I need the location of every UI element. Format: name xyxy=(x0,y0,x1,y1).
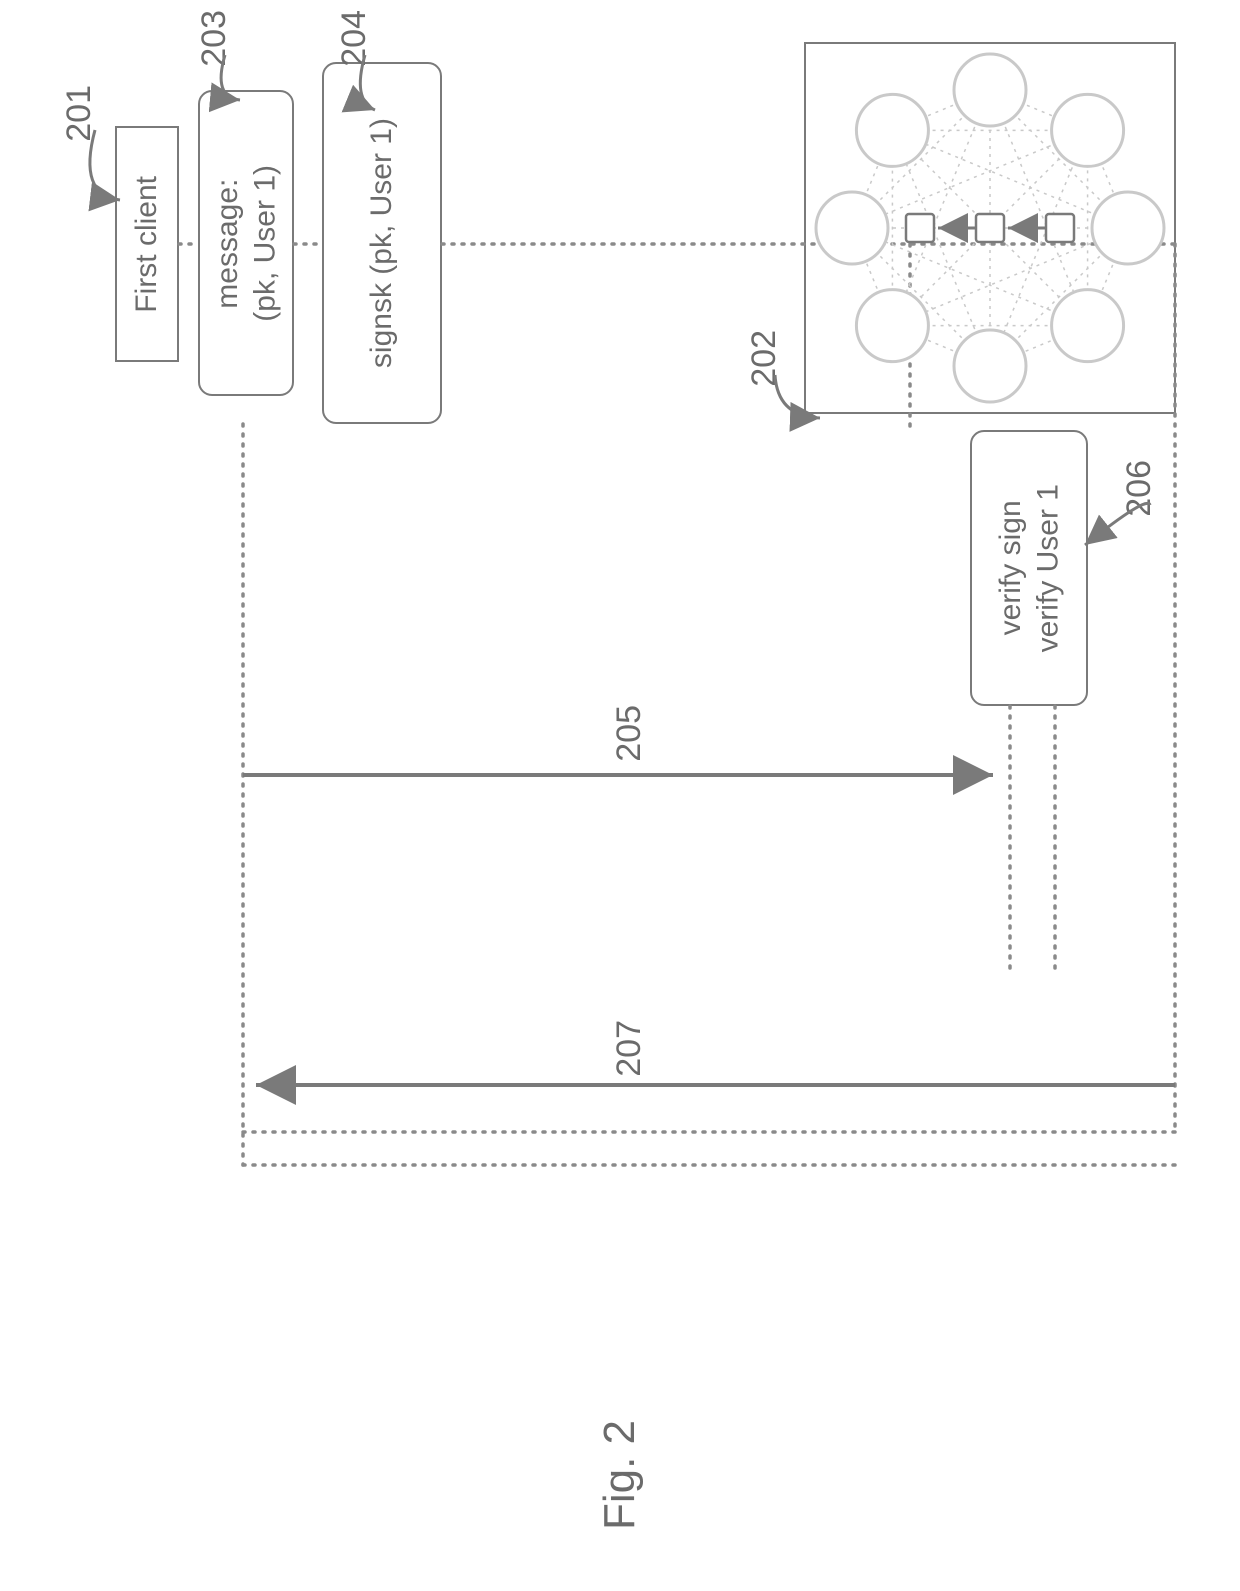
sign-box: signsk (pk, User 1) xyxy=(322,62,442,424)
ref-204: 204 xyxy=(335,10,374,67)
message-label: message: (pk, User 1) xyxy=(209,165,284,322)
arrow-label-207: 207 xyxy=(610,1020,649,1077)
figure-caption: Fig. 2 xyxy=(595,1420,645,1530)
arrow-label-205: 205 xyxy=(610,705,649,762)
diagram-canvas: First client message: (pk, User 1) signs… xyxy=(0,0,1240,1591)
ref-202: 202 xyxy=(745,330,784,387)
first-client-label: First client xyxy=(128,176,166,313)
ref-201: 201 xyxy=(60,85,99,142)
network-frame xyxy=(804,42,1176,414)
first-client-box: First client xyxy=(115,126,179,362)
sign-label: signsk (pk, User 1) xyxy=(363,118,401,368)
verify-box: verify sign verify User 1 xyxy=(970,430,1088,706)
ref-206: 206 xyxy=(1120,460,1159,517)
ref-203: 203 xyxy=(195,10,234,67)
verify-label: verify sign verify User 1 xyxy=(992,484,1067,652)
message-box: message: (pk, User 1) xyxy=(198,90,294,396)
